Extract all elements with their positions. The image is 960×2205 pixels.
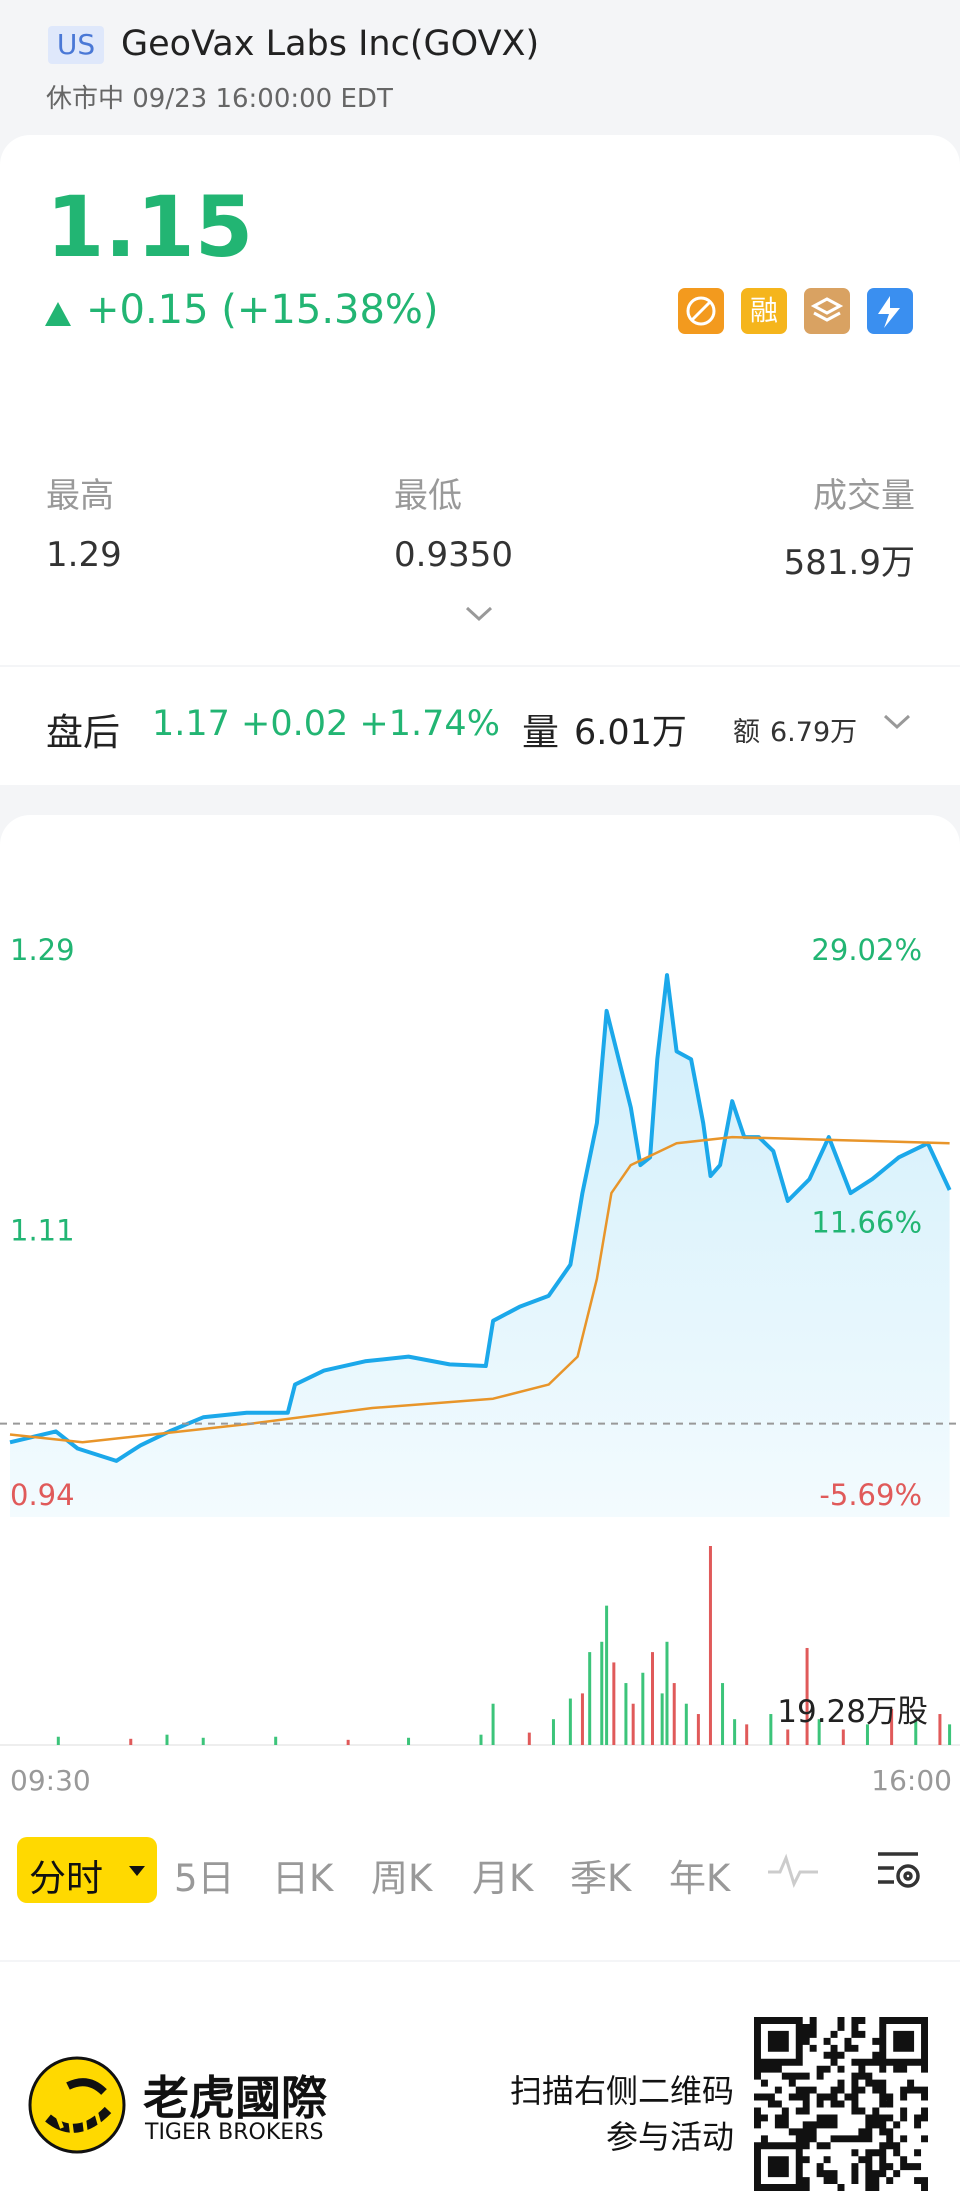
- feature-badges: 融: [678, 288, 913, 334]
- volume-bar: [274, 1736, 278, 1745]
- y2-tick-label: -5.69%: [819, 1478, 922, 1512]
- last-price: 1.15: [46, 178, 254, 276]
- period-tab[interactable]: 月K: [472, 1857, 534, 1900]
- brand-name: 老虎國際: [143, 2071, 327, 2125]
- volume-bar: [672, 1683, 676, 1745]
- after-hours-row: [0, 667, 960, 785]
- after-hours-amount-label: 额: [733, 717, 760, 748]
- volume-bar: [624, 1683, 628, 1745]
- after-hours-label: 盘后: [46, 711, 120, 754]
- volume-bar: [914, 1719, 918, 1745]
- volume-bar: [605, 1605, 609, 1745]
- price-change: +0.15 (+15.38%): [86, 287, 439, 333]
- after-hours-volume: 6.01万: [574, 713, 687, 753]
- volume-bar: [817, 1719, 821, 1745]
- volume-bar: [129, 1738, 133, 1745]
- volume-bar: [600, 1641, 604, 1745]
- volume-bar: [708, 1546, 712, 1745]
- y-tick-label: 1.11: [10, 1213, 75, 1247]
- promo-text: 扫描右侧二维码: [509, 2072, 734, 2110]
- after-hours-volume-label: 量: [522, 711, 559, 754]
- volume-bar: [890, 1708, 894, 1745]
- stat-label: 最高: [46, 476, 114, 516]
- period-tabs: 分时 5日 日K 周K 月K 季K 年K: [0, 1848, 960, 1900]
- chart-settings-icon[interactable]: [874, 1846, 924, 1896]
- volume-bar: [580, 1693, 584, 1745]
- period-tab[interactable]: 周K: [371, 1857, 433, 1900]
- market-badge: US: [48, 26, 104, 64]
- volume-bar: [665, 1641, 669, 1745]
- x-tick-label: 09:30: [10, 1764, 91, 1797]
- volume-bar: [733, 1719, 737, 1745]
- after-hours-quote: 1.17 +0.02 +1.74%: [152, 704, 500, 744]
- price-area: [10, 975, 950, 1517]
- stat-label: 成交量: [813, 476, 915, 516]
- stat-label: 最低: [394, 476, 462, 516]
- volume-bar: [841, 1729, 845, 1745]
- tiger-logo: [28, 2056, 126, 2154]
- margin-badge: 融: [750, 294, 778, 327]
- volume-bar: [745, 1724, 749, 1745]
- volume-bar: [568, 1698, 572, 1745]
- volume-bar: [865, 1724, 869, 1745]
- after-hours-amount: 6.79万: [770, 717, 858, 748]
- after-hours-chevron[interactable]: [882, 712, 912, 732]
- promo-text: 参与活动: [605, 2118, 734, 2156]
- volume-bar: [56, 1736, 60, 1745]
- volume-bar: [346, 1739, 350, 1745]
- volume-bar: [786, 1729, 790, 1745]
- volume-bar: [641, 1672, 645, 1745]
- volume-bar: [407, 1737, 411, 1745]
- up-arrow: [45, 302, 71, 326]
- volume-bar: [201, 1737, 205, 1745]
- period-tab[interactable]: 年K: [669, 1857, 731, 1900]
- brand-name-en: TIGER BROKERS: [145, 2120, 324, 2145]
- volume-bar: [631, 1703, 635, 1745]
- price-line: [9, 973, 952, 1463]
- volume-bar: [588, 1652, 592, 1745]
- stat-value: 581.9万: [783, 543, 915, 583]
- qr-code: [754, 2017, 928, 2191]
- volume-bar: [769, 1714, 773, 1745]
- tab-caret: [129, 1866, 145, 1876]
- volume-bar: [165, 1734, 169, 1745]
- x-tick-label: 16:00: [871, 1764, 952, 1797]
- volume-bar: [650, 1652, 654, 1745]
- volume-max-label: 19.28万股: [777, 1694, 928, 1730]
- stock-name: GeoVax Labs Inc(GOVX): [121, 24, 540, 64]
- volume-bar: [551, 1719, 555, 1745]
- caret: [129, 1866, 145, 1876]
- volume-bar: [684, 1703, 688, 1745]
- indicator-icon[interactable]: [766, 1850, 820, 1890]
- stat-value: 0.9350: [394, 535, 513, 575]
- volume-bar: [660, 1693, 664, 1745]
- period-tab[interactable]: 季K: [570, 1857, 632, 1900]
- average-line: [9, 1135, 950, 1444]
- volume-bar: [948, 1724, 952, 1745]
- volume-bar: [938, 1714, 942, 1745]
- intraday-chart: 1.29 1.11 0.94 29.02% 11.66% -5.69% 19.28万股 09:…: [0, 933, 960, 1797]
- period-tab[interactable]: 日K: [272, 1857, 334, 1900]
- market-status: 休市中 09/23 16:00:00 EDT: [46, 84, 393, 114]
- period-tab[interactable]: 分时: [29, 1857, 103, 1900]
- y2-tick-label: 29.02%: [811, 933, 922, 967]
- qr-modules: [754, 2017, 928, 2191]
- volume-bar: [696, 1714, 700, 1745]
- volume-bar: [721, 1683, 725, 1745]
- y2-tick-label: 11.66%: [811, 1206, 922, 1240]
- period-tab[interactable]: 5日: [174, 1857, 235, 1900]
- expand-chevron[interactable]: [464, 604, 494, 624]
- volume-bar: [527, 1732, 531, 1745]
- volume-bar: [491, 1703, 495, 1745]
- y-tick-label: 0.94: [10, 1478, 75, 1512]
- volume-bar: [479, 1734, 483, 1745]
- volume-bar: [805, 1647, 809, 1745]
- stat-value: 1.29: [46, 535, 122, 575]
- y-tick-label: 1.29: [10, 933, 75, 967]
- quote-card: [0, 135, 960, 665]
- volume-bar: [612, 1662, 616, 1745]
